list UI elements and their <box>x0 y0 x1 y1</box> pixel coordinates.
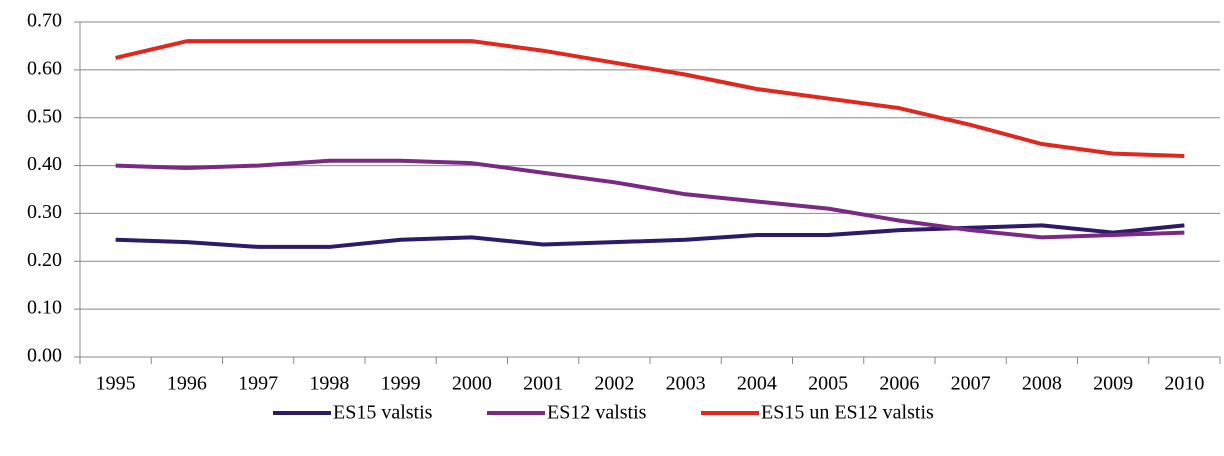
x-tick-label: 2005 <box>808 373 848 395</box>
x-tick-label: 2007 <box>951 373 991 395</box>
series-line <box>115 158 1185 240</box>
x-tick-label: 2004 <box>737 373 777 395</box>
y-tick-label: 0.40 <box>27 153 62 175</box>
x-tick-label: 2006 <box>879 373 919 395</box>
x-tick-label: 1996 <box>167 373 207 395</box>
y-tick-label: 0.10 <box>27 297 62 319</box>
y-tick-label: 0.70 <box>27 10 62 32</box>
x-tick-label: 2002 <box>594 373 634 395</box>
series-line <box>115 39 1185 158</box>
x-tick-label: 1995 <box>96 373 136 395</box>
x-tick-label: 1998 <box>309 373 349 395</box>
x-tick-label: 2003 <box>666 373 706 395</box>
series-line <box>115 223 1185 249</box>
x-tick-label: 2008 <box>1022 373 1062 395</box>
legend-label: ES15 valstis <box>333 402 433 424</box>
x-tick-label: 2009 <box>1093 373 1133 395</box>
y-tick-label: 0.00 <box>27 345 62 367</box>
x-tick-label: 2010 <box>1164 373 1204 395</box>
x-tick-label: 2001 <box>523 373 563 395</box>
legend-label: ES12 valstis <box>547 402 647 424</box>
x-tick-label: 1997 <box>238 373 278 395</box>
y-tick-label: 0.60 <box>27 57 62 79</box>
y-tick-label: 0.30 <box>27 201 62 223</box>
y-tick-label: 0.50 <box>27 105 62 127</box>
x-tick-label: 1999 <box>381 373 421 395</box>
x-tick-label: 2000 <box>452 373 492 395</box>
legend-label: ES15 un ES12 valstis <box>761 402 934 424</box>
y-tick-label: 0.20 <box>27 249 62 271</box>
